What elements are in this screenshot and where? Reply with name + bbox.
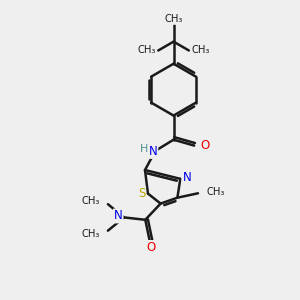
Text: S: S	[138, 187, 145, 200]
Text: CH₃: CH₃	[81, 196, 100, 206]
Text: CH₃: CH₃	[164, 14, 183, 24]
Text: N: N	[182, 171, 191, 184]
Text: O: O	[147, 241, 156, 254]
Text: CH₃: CH₃	[191, 46, 210, 56]
Text: H: H	[140, 144, 148, 154]
Text: N: N	[148, 145, 157, 158]
Text: CH₃: CH₃	[206, 187, 225, 197]
Text: N: N	[114, 209, 123, 223]
Text: CH₃: CH₃	[81, 229, 100, 238]
Text: CH₃: CH₃	[137, 46, 156, 56]
Text: O: O	[200, 139, 209, 152]
